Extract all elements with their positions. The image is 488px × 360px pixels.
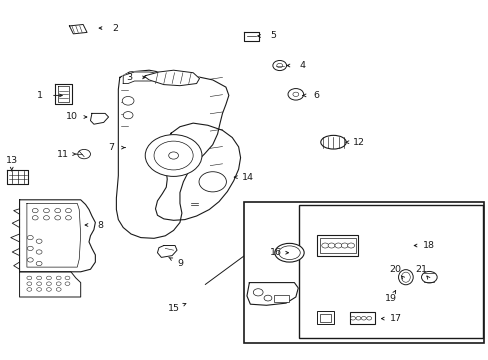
Circle shape [321, 243, 328, 248]
Circle shape [78, 149, 90, 159]
Circle shape [123, 112, 133, 119]
Polygon shape [20, 200, 95, 272]
Polygon shape [90, 113, 108, 124]
Text: 5: 5 [269, 31, 275, 40]
Polygon shape [116, 70, 228, 238]
Circle shape [55, 216, 61, 220]
Text: 8: 8 [97, 220, 103, 230]
Circle shape [264, 295, 271, 301]
Circle shape [43, 208, 49, 213]
Text: 12: 12 [353, 138, 365, 147]
Circle shape [122, 96, 134, 105]
Polygon shape [123, 72, 168, 84]
Circle shape [327, 243, 334, 248]
Circle shape [65, 208, 71, 213]
Circle shape [65, 216, 71, 220]
Circle shape [287, 89, 303, 100]
Text: 21: 21 [415, 265, 427, 274]
Text: 20: 20 [388, 265, 400, 274]
Text: 13: 13 [6, 156, 18, 165]
Circle shape [55, 208, 61, 213]
Text: 2: 2 [112, 23, 118, 32]
Text: 6: 6 [313, 91, 319, 100]
Circle shape [341, 243, 347, 248]
Circle shape [361, 316, 366, 320]
Circle shape [253, 289, 263, 296]
Text: 15: 15 [167, 305, 179, 313]
Text: 18: 18 [423, 241, 434, 250]
Text: 3: 3 [126, 73, 132, 82]
Circle shape [37, 276, 41, 280]
Polygon shape [27, 203, 81, 267]
Circle shape [421, 271, 436, 283]
Circle shape [56, 282, 61, 285]
Bar [316, 311, 333, 324]
Polygon shape [155, 123, 240, 220]
Ellipse shape [278, 246, 300, 260]
Text: 11: 11 [57, 150, 68, 158]
Text: 9: 9 [177, 259, 183, 268]
Circle shape [43, 216, 49, 220]
Circle shape [145, 135, 202, 176]
Circle shape [37, 288, 41, 291]
Bar [319, 314, 330, 322]
Text: 14: 14 [242, 173, 254, 181]
Circle shape [46, 288, 51, 291]
Circle shape [272, 60, 286, 71]
Polygon shape [69, 24, 87, 34]
Ellipse shape [398, 270, 412, 285]
Bar [299, 205, 482, 338]
Circle shape [334, 243, 341, 248]
Circle shape [36, 239, 42, 243]
Circle shape [27, 246, 33, 251]
Circle shape [347, 243, 354, 248]
Polygon shape [55, 84, 72, 104]
Circle shape [154, 141, 193, 170]
Polygon shape [157, 246, 177, 257]
Circle shape [355, 316, 360, 320]
Circle shape [65, 276, 70, 280]
Circle shape [366, 316, 371, 320]
Bar [320, 238, 355, 253]
Bar [316, 235, 358, 256]
Text: 16: 16 [270, 248, 282, 257]
Circle shape [292, 92, 298, 96]
Circle shape [65, 282, 70, 285]
Text: 4: 4 [299, 61, 305, 70]
Circle shape [36, 250, 42, 254]
Polygon shape [246, 283, 298, 305]
Ellipse shape [274, 243, 304, 262]
Circle shape [350, 316, 355, 320]
Bar [244, 202, 483, 343]
Circle shape [276, 63, 282, 68]
Polygon shape [7, 170, 28, 184]
Circle shape [27, 235, 33, 240]
Polygon shape [243, 32, 259, 41]
Text: 1: 1 [37, 91, 43, 100]
Polygon shape [20, 272, 81, 297]
Circle shape [168, 152, 178, 159]
Text: 7: 7 [108, 143, 114, 152]
Text: 17: 17 [389, 314, 401, 323]
Circle shape [199, 172, 226, 192]
Circle shape [56, 288, 61, 291]
Circle shape [46, 282, 51, 285]
Bar [349, 312, 374, 324]
Text: 19: 19 [385, 294, 396, 302]
Text: 10: 10 [66, 112, 78, 121]
Circle shape [27, 282, 32, 285]
Ellipse shape [320, 135, 346, 149]
Circle shape [46, 276, 51, 280]
Polygon shape [144, 70, 199, 86]
Bar [273, 295, 288, 302]
Circle shape [27, 276, 32, 280]
Circle shape [27, 258, 33, 262]
Circle shape [56, 276, 61, 280]
Circle shape [32, 208, 38, 213]
Ellipse shape [401, 272, 409, 282]
Circle shape [32, 216, 38, 220]
Circle shape [36, 261, 42, 266]
Circle shape [37, 282, 41, 285]
Circle shape [27, 288, 32, 291]
